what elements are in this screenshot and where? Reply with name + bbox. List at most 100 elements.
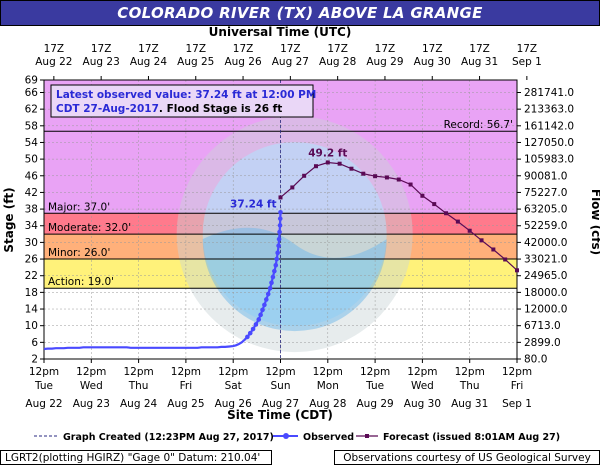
forecast-peak-label: 49.2 ft [308, 147, 347, 159]
forecast-point-14 [444, 211, 449, 216]
forecast-point-7 [361, 171, 366, 176]
observed-point-70 [276, 243, 281, 249]
cdt-tick-day-6: Mon [317, 380, 339, 392]
cdt-tick-day-2: Thu [128, 380, 149, 392]
forecast-point-0 [278, 195, 283, 200]
forecast-point-17 [479, 238, 484, 243]
cdt-tick-date-0: Aug 22 [25, 398, 62, 410]
observed-point-65 [270, 274, 276, 280]
flow-tick-label-1: 2899.0 [524, 337, 561, 349]
flow-tick-label-10: 75227.0 [524, 187, 567, 199]
forecast-point-19 [503, 257, 508, 262]
flow-tick-label-12: 105983.0 [524, 154, 574, 166]
footer-credits: Observations courtesy of US Geological S… [334, 450, 600, 465]
observed-point-75 [278, 209, 283, 215]
legend-forecast: Forecast (issued 8:01AM Aug 27) [383, 432, 560, 443]
axis-ticks: 261014182226303438424650545862666980.028… [25, 43, 574, 410]
utc-tick-date-4: Aug 26 [224, 56, 262, 68]
utc-tick-hour-4: 17Z [233, 43, 254, 55]
flow-tick-label-7: 42000.0 [524, 237, 567, 249]
flow-tick-label-13: 127050.0 [524, 137, 574, 149]
stage-tick-label-4: 18 [25, 287, 38, 299]
cdt-tick-day-1: Wed [80, 380, 103, 392]
right-axis-title: Flow (cfs) [589, 189, 600, 255]
forecast-point-8 [373, 174, 378, 179]
observed-point-63 [267, 285, 273, 291]
utc-tick-hour-1: 17Z [91, 43, 112, 55]
legend: Graph Created (12:23PM Aug 27, 2017) Obs… [34, 432, 560, 443]
cdt-tick-time-10: 12pm [502, 366, 532, 378]
cdt-tick-time-9: 12pm [455, 366, 485, 378]
utc-tick-date-9: Aug 31 [461, 56, 498, 68]
utc-tick-date-1: Aug 23 [83, 56, 120, 68]
stage-tick-label-0: 2 [31, 354, 38, 366]
flow-tick-label-14: 161142.0 [524, 120, 574, 132]
chart-title: COLORADO RIVER (TX) ABOVE LA GRANGE [0, 0, 600, 26]
cdt-tick-day-8: Wed [411, 380, 434, 392]
utc-tick-date-3: Aug 25 [177, 56, 214, 68]
forecast-point-18 [491, 247, 496, 252]
flow-tick-label-16: 281741.0 [524, 87, 574, 99]
observed-point-67 [273, 263, 279, 268]
stage-tick-label-12: 50 [25, 154, 38, 166]
threshold-label-major: Major: 37.0' [48, 201, 110, 213]
utc-tick-hour-8: 17Z [422, 43, 443, 55]
observed-point-71 [276, 236, 282, 242]
stage-tick-label-13: 54 [25, 137, 39, 149]
observed-point-57 [256, 317, 262, 322]
utc-tick-date-0: Aug 22 [35, 56, 72, 68]
cdt-tick-time-6: 12pm [313, 366, 343, 378]
left-axis-title: Stage (ft) [2, 187, 16, 252]
stage-tick-label-8: 34 [25, 220, 39, 232]
legend-observed-marker [283, 433, 289, 439]
cdt-tick-time-2: 12pm [123, 366, 153, 378]
flow-tick-label-4: 18000.0 [524, 287, 567, 299]
observed-point-58 [258, 312, 263, 318]
utc-tick-hour-7: 17Z [375, 43, 396, 55]
cdt-tick-day-10: Fri [511, 380, 524, 392]
data-series: 37.24 ft 49.2 ft [43, 147, 519, 351]
stage-tick-label-7: 30 [25, 237, 38, 249]
forecast-point-5 [337, 161, 342, 166]
flow-tick-label-0: 80.0 [524, 354, 547, 366]
cdt-tick-day-7: Tue [365, 380, 384, 392]
flow-tick-label-8: 52259.0 [524, 220, 567, 232]
utc-tick-date-7: Aug 29 [366, 56, 403, 68]
utc-tick-hour-2: 17Z [138, 43, 159, 55]
cdt-tick-time-1: 12pm [76, 366, 106, 378]
cdt-tick-time-4: 12pm [218, 366, 248, 378]
cdt-tick-day-4: Sat [225, 380, 242, 392]
forecast-point-15 [455, 219, 460, 224]
observed-point-53 [245, 334, 250, 340]
utc-tick-hour-3: 17Z [185, 43, 206, 55]
flow-tick-label-6: 33021.0 [524, 254, 567, 266]
observed-point-60 [262, 302, 267, 308]
observed-point-72 [277, 229, 282, 235]
legend-forecast-marker [365, 434, 369, 438]
forecast-point-6 [349, 166, 354, 171]
cdt-tick-day-0: Tue [34, 380, 53, 392]
forecast-point-3 [313, 164, 318, 169]
info-line-1: Latest observed value: 37.24 ft at 12:00… [56, 89, 316, 101]
cdt-tick-time-8: 12pm [407, 366, 437, 378]
footer-gage-info: LGRT2(plotting HGIRZ) "Gage 0" Datum: 21… [0, 450, 272, 465]
flow-tick-label-11: 90081.0 [524, 170, 567, 182]
cdt-tick-time-0: 12pm [29, 366, 59, 378]
forecast-point-4 [325, 160, 330, 165]
observed-point-66 [272, 268, 277, 274]
utc-tick-date-8: Aug 30 [414, 56, 451, 68]
utc-tick-hour-5: 17Z [280, 43, 301, 55]
stage-tick-label-3: 14 [25, 304, 39, 316]
utc-tick-date-6: Aug 28 [319, 56, 356, 68]
legend-graph-created: Graph Created (12:23PM Aug 27, 2017) [63, 432, 274, 443]
stage-tick-label-9: 38 [25, 204, 38, 216]
forecast-point-11 [408, 182, 413, 187]
observed-point-61 [264, 297, 269, 302]
threshold-label-action: Action: 19.0' [48, 276, 114, 288]
info-box: Latest observed value: 37.24 ft at 12:00… [50, 84, 316, 118]
stage-tick-label-2: 10 [25, 320, 38, 332]
observed-latest-label: 37.24 ft [230, 198, 276, 210]
cdt-tick-time-3: 12pm [171, 366, 201, 378]
utc-tick-date-10: Sep 1 [512, 56, 542, 68]
cdt-tick-date-9: Aug 31 [451, 398, 488, 410]
